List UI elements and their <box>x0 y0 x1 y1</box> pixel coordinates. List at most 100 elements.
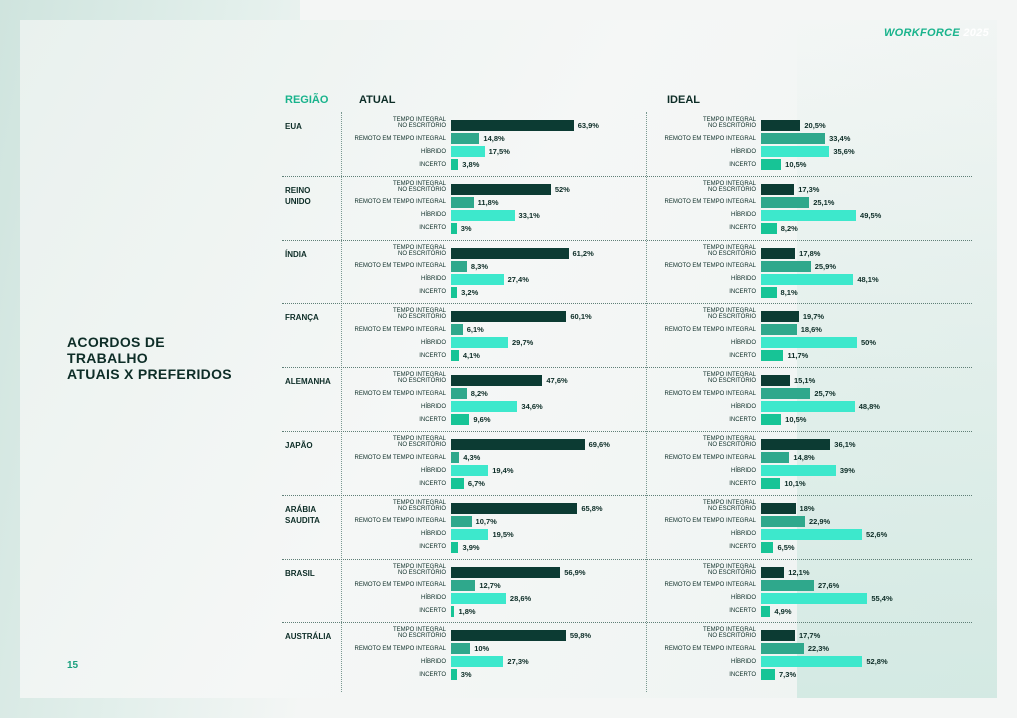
data-label: 22,9% <box>808 516 831 526</box>
category-label: REMOTO EM TEMPO INTEGRAL <box>664 582 756 589</box>
category-label: REMOTO EM TEMPO INTEGRAL <box>354 645 446 652</box>
category-label: HÍBRIDO <box>730 531 756 538</box>
category-label: HÍBRIDO <box>730 276 756 283</box>
bar <box>761 311 799 323</box>
category-label: TEMPO INTEGRAL NO ESCRITÓRIO <box>392 499 446 512</box>
report-title: WORKFORCE <box>883 27 960 39</box>
bar <box>761 465 836 476</box>
bar <box>761 566 785 578</box>
row-separator <box>282 239 972 241</box>
category-label: HÍBRIDO <box>730 403 756 410</box>
region-label: AUSTRÁLIA <box>285 632 332 642</box>
data-label: 33,1% <box>518 210 540 220</box>
divider-vertical-left <box>341 112 342 692</box>
category-label: HÍBRIDO <box>420 595 446 602</box>
bar <box>761 324 797 336</box>
data-label: 8,3% <box>470 261 489 271</box>
bar <box>451 452 460 463</box>
category-label: HÍBRIDO <box>420 212 446 219</box>
bar <box>451 209 515 221</box>
row-separator <box>282 367 972 369</box>
data-label: 49,5% <box>860 210 882 220</box>
category-label: REMOTO EM TEMPO INTEGRAL <box>664 518 756 525</box>
bar <box>761 388 811 400</box>
category-label: INCERTO <box>419 225 446 232</box>
bar <box>451 502 578 514</box>
category-label: INCERTO <box>729 352 756 359</box>
data-label: 29,7% <box>512 338 534 348</box>
bar <box>451 401 518 413</box>
data-label: 39% <box>839 466 855 475</box>
category-label: REMOTO EM TEMPO INTEGRAL <box>354 199 446 206</box>
category-label: REMOTO EM TEMPO INTEGRAL <box>354 263 446 270</box>
category-label: HÍBRIDO <box>420 339 446 346</box>
data-label: 14,8% <box>793 453 815 462</box>
data-label: 8,2% <box>470 389 488 399</box>
bar <box>451 478 464 489</box>
category-label: HÍBRIDO <box>420 403 446 410</box>
category-label: INCERTO <box>729 416 756 423</box>
data-label: 3,2% <box>461 287 479 297</box>
data-label: 60,1% <box>570 312 592 322</box>
data-label: 27,6% <box>817 580 840 590</box>
category-label: INCERTO <box>729 608 756 615</box>
bar <box>761 515 805 527</box>
category-label: INCERTO <box>729 289 756 296</box>
data-label: 11,7% <box>787 351 809 361</box>
data-label: 25,9% <box>814 261 836 271</box>
bar <box>761 541 774 553</box>
category-label: REMOTO EM TEMPO INTEGRAL <box>664 263 756 270</box>
data-label: 19,4% <box>492 466 514 475</box>
category-label: INCERTO <box>729 161 756 168</box>
category-label: INCERTO <box>419 480 446 487</box>
row-separator <box>282 494 972 496</box>
category-label: REMOTO EM TEMPO INTEGRAL <box>354 390 446 397</box>
data-label: 19,7% <box>802 312 825 322</box>
bar <box>451 324 463 336</box>
report-header: WORKFORCE 2025 <box>884 27 989 39</box>
region-label: EUA <box>285 122 302 131</box>
report-year: 2025 <box>963 27 989 39</box>
bar <box>761 337 857 349</box>
bar <box>451 579 476 591</box>
bar <box>761 350 784 362</box>
bar <box>451 273 504 285</box>
category-label: HÍBRIDO <box>420 658 446 665</box>
category-label: REMOTO EM TEMPO INTEGRAL <box>354 326 446 333</box>
divider-vertical-middle <box>646 112 647 692</box>
category-label: REMOTO EM TEMPO INTEGRAL <box>354 454 446 461</box>
data-label: 8,1% <box>780 287 798 297</box>
region-label: REINO UNIDO <box>285 185 311 206</box>
region-label: ÍNDIA <box>285 249 307 259</box>
bar <box>451 350 459 362</box>
data-label: 3,9% <box>462 542 480 552</box>
category-label: TEMPO INTEGRAL NO ESCRITÓRIO <box>702 244 756 257</box>
bar <box>451 159 459 170</box>
data-label: 17,7% <box>798 631 821 641</box>
bar <box>451 311 567 323</box>
bar <box>761 222 777 234</box>
bar <box>761 247 796 259</box>
bar <box>451 183 551 195</box>
category-label: HÍBRIDO <box>730 148 756 155</box>
data-label: 12,7% <box>479 580 501 590</box>
category-label: INCERTO <box>419 352 446 359</box>
category-label: TEMPO INTEGRAL NO ESCRITÓRIO <box>702 372 756 385</box>
data-label: 12,1% <box>788 567 810 577</box>
page-number: 15 <box>67 660 79 671</box>
category-label: REMOTO EM TEMPO INTEGRAL <box>354 582 446 589</box>
data-label: 11,8% <box>477 197 499 207</box>
bar <box>451 515 472 527</box>
row-separator <box>282 303 972 305</box>
bar <box>451 120 574 131</box>
column-header-current: ATUAL <box>359 94 396 106</box>
category-label: INCERTO <box>419 416 446 423</box>
bar <box>451 592 506 604</box>
data-label: 52,6% <box>865 529 888 539</box>
category-label: TEMPO INTEGRAL NO ESCRITÓRIO <box>392 180 446 193</box>
data-label: 10,5% <box>785 415 807 425</box>
bar <box>761 478 781 489</box>
bar <box>451 133 480 144</box>
category-label: TEMPO INTEGRAL NO ESCRITÓRIO <box>392 372 446 385</box>
data-label: 6,5% <box>777 542 795 552</box>
